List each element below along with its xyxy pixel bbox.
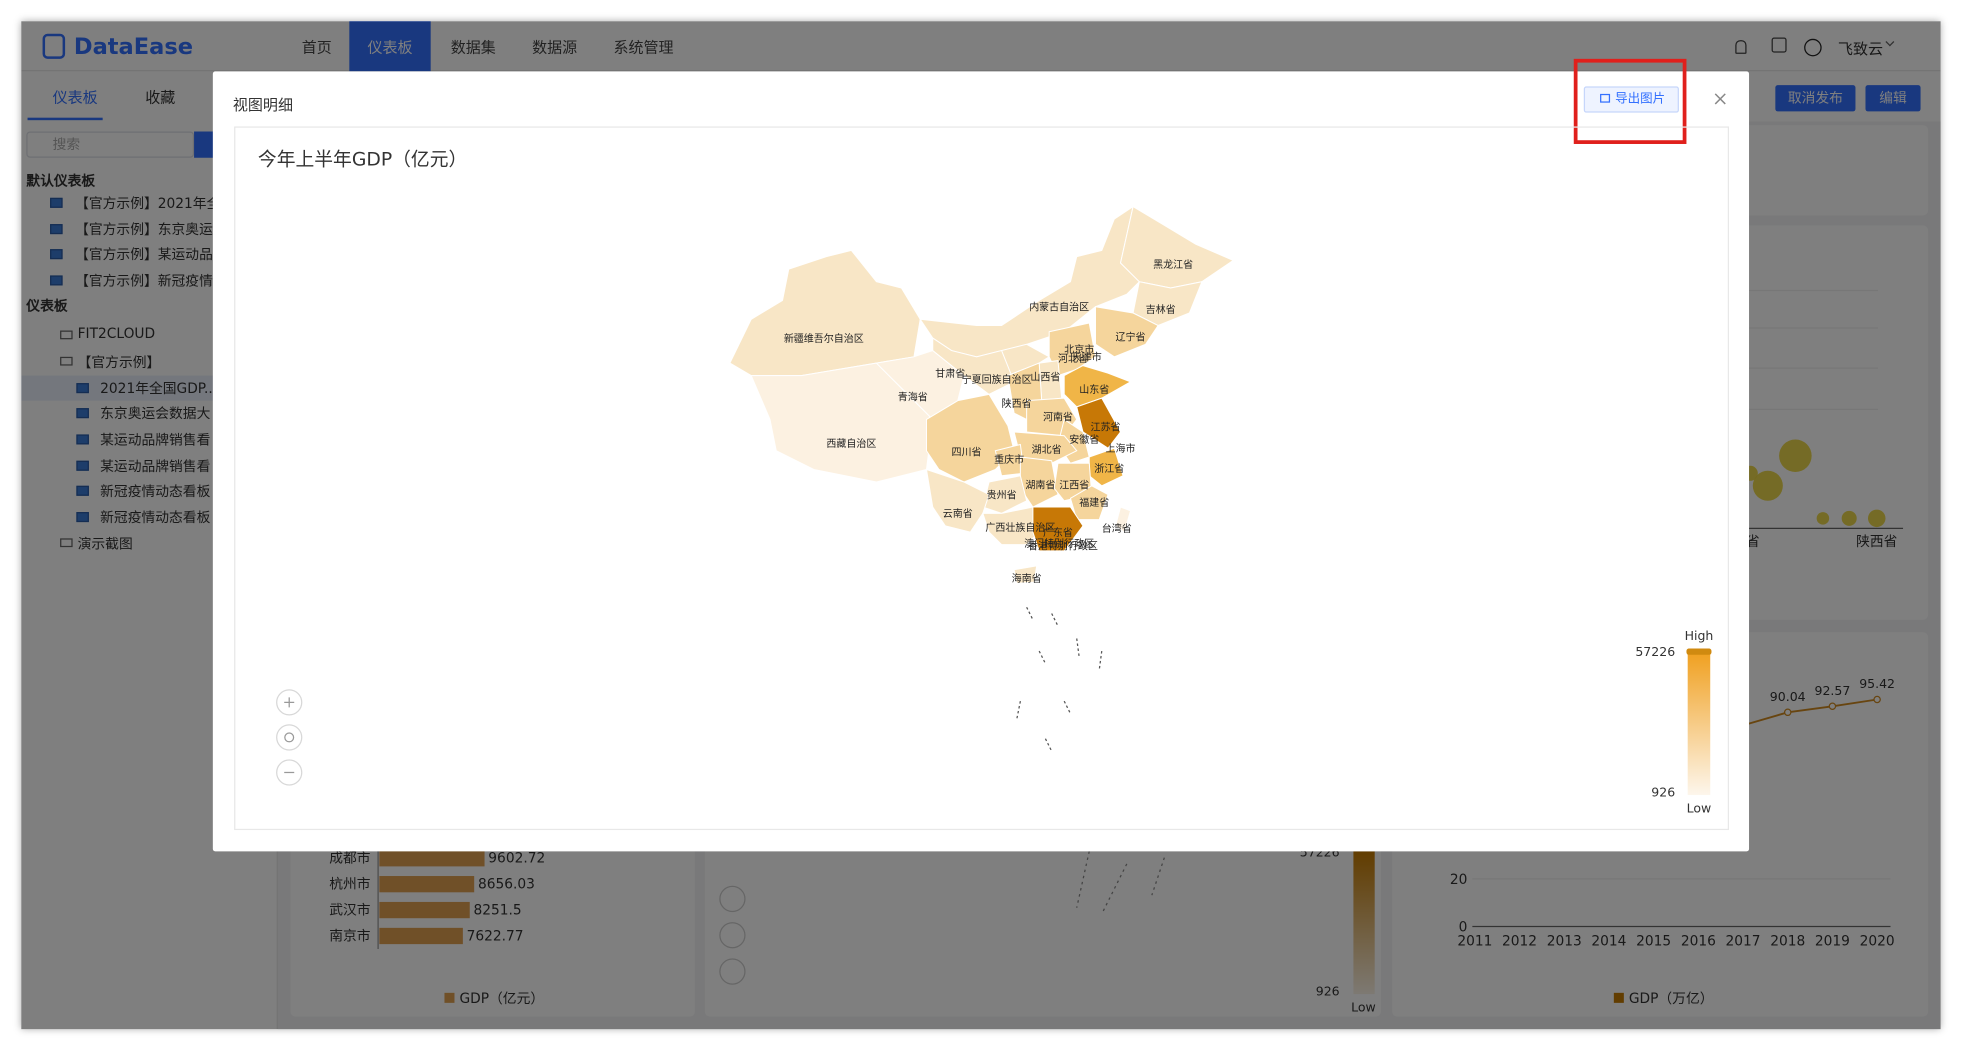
region-label: 河北省 <box>1058 352 1088 365</box>
region-label: 陕西省 <box>1002 397 1032 410</box>
chart-panel <box>234 126 1730 831</box>
island-line <box>1038 650 1046 664</box>
region-label: 天津市 <box>1072 351 1102 364</box>
region-label: 河南省 <box>1043 411 1073 424</box>
region-label: 贵州省 <box>987 488 1017 501</box>
region-label: 新疆维吾尔自治区 <box>784 332 864 345</box>
legend-handle <box>1686 648 1712 655</box>
region-label: 广东省 <box>1043 526 1073 539</box>
region-label: 山西省 <box>1030 371 1060 384</box>
region-label: 山东省 <box>1079 383 1109 396</box>
map-region <box>729 249 921 377</box>
map-region <box>1032 506 1084 552</box>
region-label: 澳门特别行政区 <box>1024 537 1094 550</box>
region-label: 台湾省 <box>1102 522 1132 535</box>
island-line <box>1026 606 1034 621</box>
island-line <box>1051 613 1059 627</box>
close-icon <box>1714 93 1726 105</box>
modal-title: 视图明细 <box>232 96 293 114</box>
zoom-control <box>276 724 303 751</box>
legend-max: 57226 <box>1635 644 1675 659</box>
island-line <box>1076 638 1080 658</box>
region-label: 四川省 <box>952 446 982 459</box>
region-label: 广西壮族自治区 <box>985 521 1055 534</box>
region-label: 甘肃省 <box>935 367 965 380</box>
map-region <box>1114 506 1132 533</box>
region-label: 黑龙江省 <box>1153 258 1193 271</box>
map-region <box>1076 397 1122 449</box>
region-label: 宁夏回族自治区 <box>962 373 1032 386</box>
region-label: 海南省 <box>1012 572 1042 585</box>
region-label: 上海市 <box>1106 442 1136 455</box>
map-region <box>1063 365 1132 408</box>
region-label: 安徽省 <box>1069 433 1099 446</box>
region-label: 重庆市 <box>994 453 1024 466</box>
region-label: 江西省 <box>1059 478 1089 491</box>
region-label: 吉林省 <box>1146 303 1176 316</box>
legend-high: High <box>1685 628 1714 643</box>
region-label: 香港特别行政区 <box>1028 540 1098 553</box>
region-label: 湖南省 <box>1025 478 1055 491</box>
map-region <box>875 349 965 421</box>
island-line <box>1063 700 1072 714</box>
island-line <box>1044 738 1053 752</box>
map-region <box>1013 565 1038 584</box>
chart-title: 今年上半年GDP（亿元） <box>257 147 468 171</box>
export-button[interactable]: 导出图片 <box>1583 86 1679 113</box>
region-label: 北京市 <box>1064 343 1094 356</box>
region-label: 江苏省 <box>1091 421 1121 434</box>
region-label: 西藏自治区 <box>826 437 876 450</box>
map-region <box>925 468 990 533</box>
region-label: 云南省 <box>943 507 973 520</box>
region-label: 辽宁省 <box>1116 331 1146 344</box>
island-line <box>1016 700 1021 721</box>
reset-icon <box>284 732 295 743</box>
highlight-box <box>1573 58 1687 144</box>
region-label: 青海省 <box>898 391 928 404</box>
region-label: 浙江省 <box>1094 462 1124 475</box>
region-label: 福建省 <box>1079 496 1109 509</box>
map-region <box>1119 205 1235 289</box>
island-line <box>1098 650 1103 670</box>
region-label: 湖北省 <box>1032 443 1062 456</box>
legend-low: Low <box>1687 801 1712 816</box>
image-icon <box>1600 93 1611 103</box>
zoom-in-icon <box>284 697 295 708</box>
legend-min: 926 <box>1651 784 1675 799</box>
map-region <box>1094 306 1159 358</box>
region-label: 内蒙古自治区 <box>1029 300 1089 313</box>
legend-gradient <box>1687 652 1711 796</box>
